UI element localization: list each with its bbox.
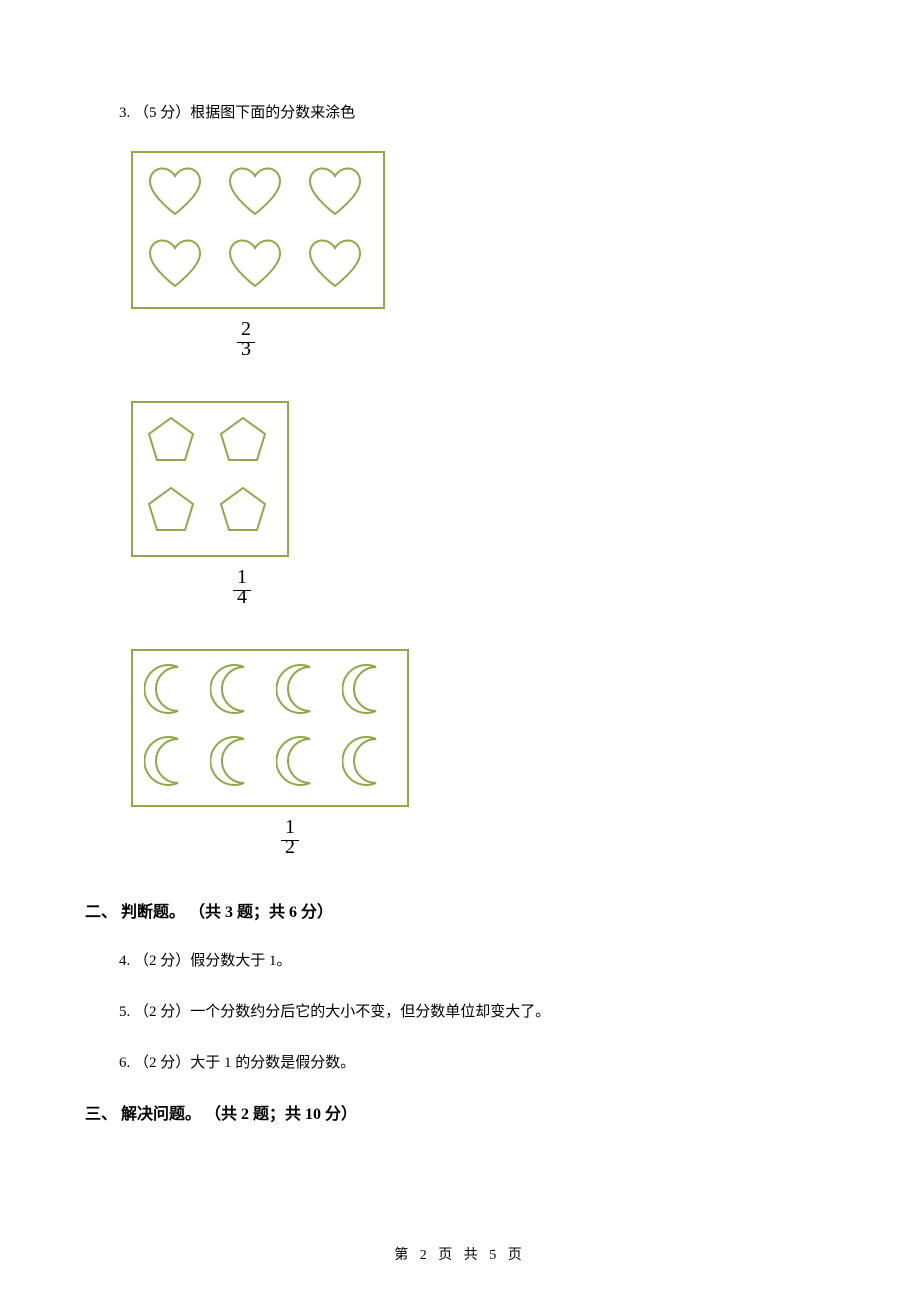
frac3-den: 2 (285, 834, 295, 858)
heart-icon (135, 227, 215, 299)
heart-icon (135, 155, 215, 227)
section-2-heading: 二、 判断题。 （共 3 题；共 6 分） (85, 899, 835, 928)
sec3-meta: （共 2 题；共 10 分） (205, 1106, 357, 1123)
heart-icon (295, 155, 375, 227)
page-footer: 第 2 页 共 5 页 (0, 1244, 920, 1264)
q3-number: 3. (119, 105, 130, 121)
crescent-icon (135, 725, 201, 797)
section-3-heading: 三、 解决问题。 （共 2 题；共 10 分） (85, 1101, 835, 1130)
q4-text: 假分数大于 1。 (190, 953, 291, 969)
q6-text: 大于 1 的分数是假分数。 (190, 1055, 355, 1071)
hearts-box (131, 151, 385, 309)
question-4: 4. （2 分）假分数大于 1。 (119, 948, 835, 975)
q6-number: 6. (119, 1055, 130, 1071)
question-3: 3. （5 分）根据图下面的分数来涂色 (119, 100, 835, 127)
sec2-meta: （共 3 题；共 6 分） (189, 904, 333, 921)
question-5: 5. （2 分）一个分数约分后它的大小不变，但分数单位却变大了。 (119, 999, 835, 1026)
sec2-label: 二、 (85, 904, 117, 921)
heart-icon (215, 227, 295, 299)
q5-text: 一个分数约分后它的大小不变，但分数单位却变大了。 (190, 1004, 550, 1020)
figure-crescents: 1 2 (131, 649, 835, 881)
crescent-icon (333, 725, 399, 797)
heart-icon (215, 155, 295, 227)
q5-points: （2 分） (134, 1004, 190, 1020)
frac2-den: 4 (237, 584, 247, 608)
pentagon-icon (207, 405, 279, 475)
crescent-icon (333, 653, 399, 725)
q6-points: （2 分） (134, 1055, 190, 1071)
pentagons-box (131, 401, 289, 557)
sec3-title: 解决问题。 (121, 1106, 201, 1123)
sec2-title: 判断题。 (121, 904, 185, 921)
crescent-icon (267, 653, 333, 725)
crescent-icon (135, 653, 201, 725)
q4-points: （2 分） (134, 953, 190, 969)
crescent-icon (267, 725, 333, 797)
fraction-hearts: 2 3 (237, 319, 255, 359)
figure-pentagons: 1 4 (131, 401, 835, 631)
fraction-crescents: 1 2 (281, 817, 299, 857)
sec3-label: 三、 (85, 1106, 117, 1123)
frac1-den: 3 (241, 336, 251, 360)
q5-number: 5. (119, 1004, 130, 1020)
figure-hearts: 2 3 (131, 151, 835, 383)
pentagon-icon (207, 475, 279, 545)
crescent-icon (201, 725, 267, 797)
fraction-pentagons: 1 4 (233, 567, 251, 607)
pentagon-icon (135, 475, 207, 545)
crescent-icon (201, 653, 267, 725)
crescents-box (131, 649, 409, 807)
q4-number: 4. (119, 953, 130, 969)
pentagon-icon (135, 405, 207, 475)
q3-text: 根据图下面的分数来涂色 (190, 105, 355, 121)
question-6: 6. （2 分）大于 1 的分数是假分数。 (119, 1050, 835, 1077)
heart-icon (295, 227, 375, 299)
q3-points: （5 分） (134, 105, 190, 121)
